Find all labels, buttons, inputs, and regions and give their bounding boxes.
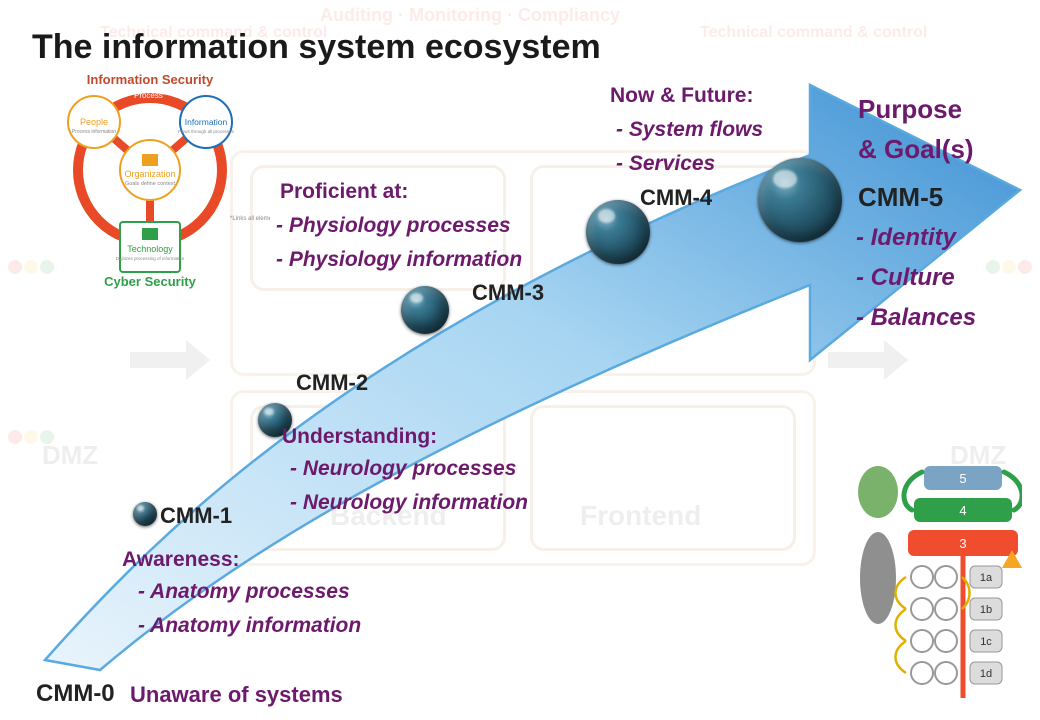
head-cmm4: Now & Future: [610,84,753,108]
label-cmm3: CMM-3 [472,280,544,306]
wheel-left-sub: Process information [72,129,116,135]
stack-1c: 1c [980,636,992,648]
head-cmm5-b: & Goal(s) [858,134,974,165]
wheel-right: Information [185,117,228,127]
head-cmm5-a: Purpose [858,94,962,125]
item-cmm2-1: - Neurology information [290,491,528,515]
label-cmm5: CMM-5 [858,182,943,213]
wheel-title-top: Information Security [87,72,214,87]
bottom-right-stack: 5 4 3 1a 1b 1c 1d [852,458,1022,708]
sphere-cmm3 [401,286,449,334]
item-cmm3-1: - Physiology information [276,248,522,272]
stack-1a: 1a [980,572,993,584]
stack-5: 5 [959,471,966,486]
wheel-center: Organization [124,169,175,179]
sphere-cmm5 [758,158,842,242]
item-cmm4-0: - System flows [616,118,763,142]
item-cmm4-1: - Services [616,152,715,176]
item-cmm1-0: - Anatomy processes [138,580,350,604]
wheel-right-sub: Flows through all processes [178,129,235,134]
sphere-cmm1 [133,502,157,526]
item-cmm1-1: - Anatomy information [138,614,361,638]
item-cmm2-0: - Neurology processes [290,457,516,481]
wheel-ring-label: Process* [134,91,166,100]
item-cmm5-2: - Balances [856,304,976,332]
item-cmm3-0: - Physiology processes [276,214,511,238]
label-cmm2: CMM-2 [296,370,368,396]
stack-1b: 1b [980,604,992,616]
wheel-center-sub: Goals define context [125,181,176,187]
wheel-bottom-sub: Digitizes processing of information [116,256,185,261]
page-title: The information system ecosystem [32,28,601,67]
wheel-title-bottom: Cyber Security [104,274,197,289]
head-cmm1: Awareness: [122,548,240,572]
label-cmm4: CMM-4 [640,185,712,211]
head-cmm2: Understanding: [282,425,437,449]
stack-4: 4 [959,503,966,518]
item-cmm5-0: - Identity [856,224,956,252]
sub-cmm0: Unaware of systems [130,682,343,708]
label-cmm1: CMM-1 [160,503,232,529]
label-cmm0: CMM-0 [36,680,115,708]
item-cmm5-1: - Culture [856,264,955,292]
wheel-bottom: Technology [127,244,173,254]
stack-3: 3 [959,536,966,551]
wheel-footnote: *Links all elements [230,216,270,222]
stack-1d: 1d [980,668,992,680]
head-cmm3: Proficient at: [280,180,408,204]
stage: Backend Frontend DMZ DMZ Auditing · Moni… [0,0,1040,720]
infosec-wheel: Information Security Organization Goals … [30,70,270,290]
wheel-left: People [80,117,108,127]
